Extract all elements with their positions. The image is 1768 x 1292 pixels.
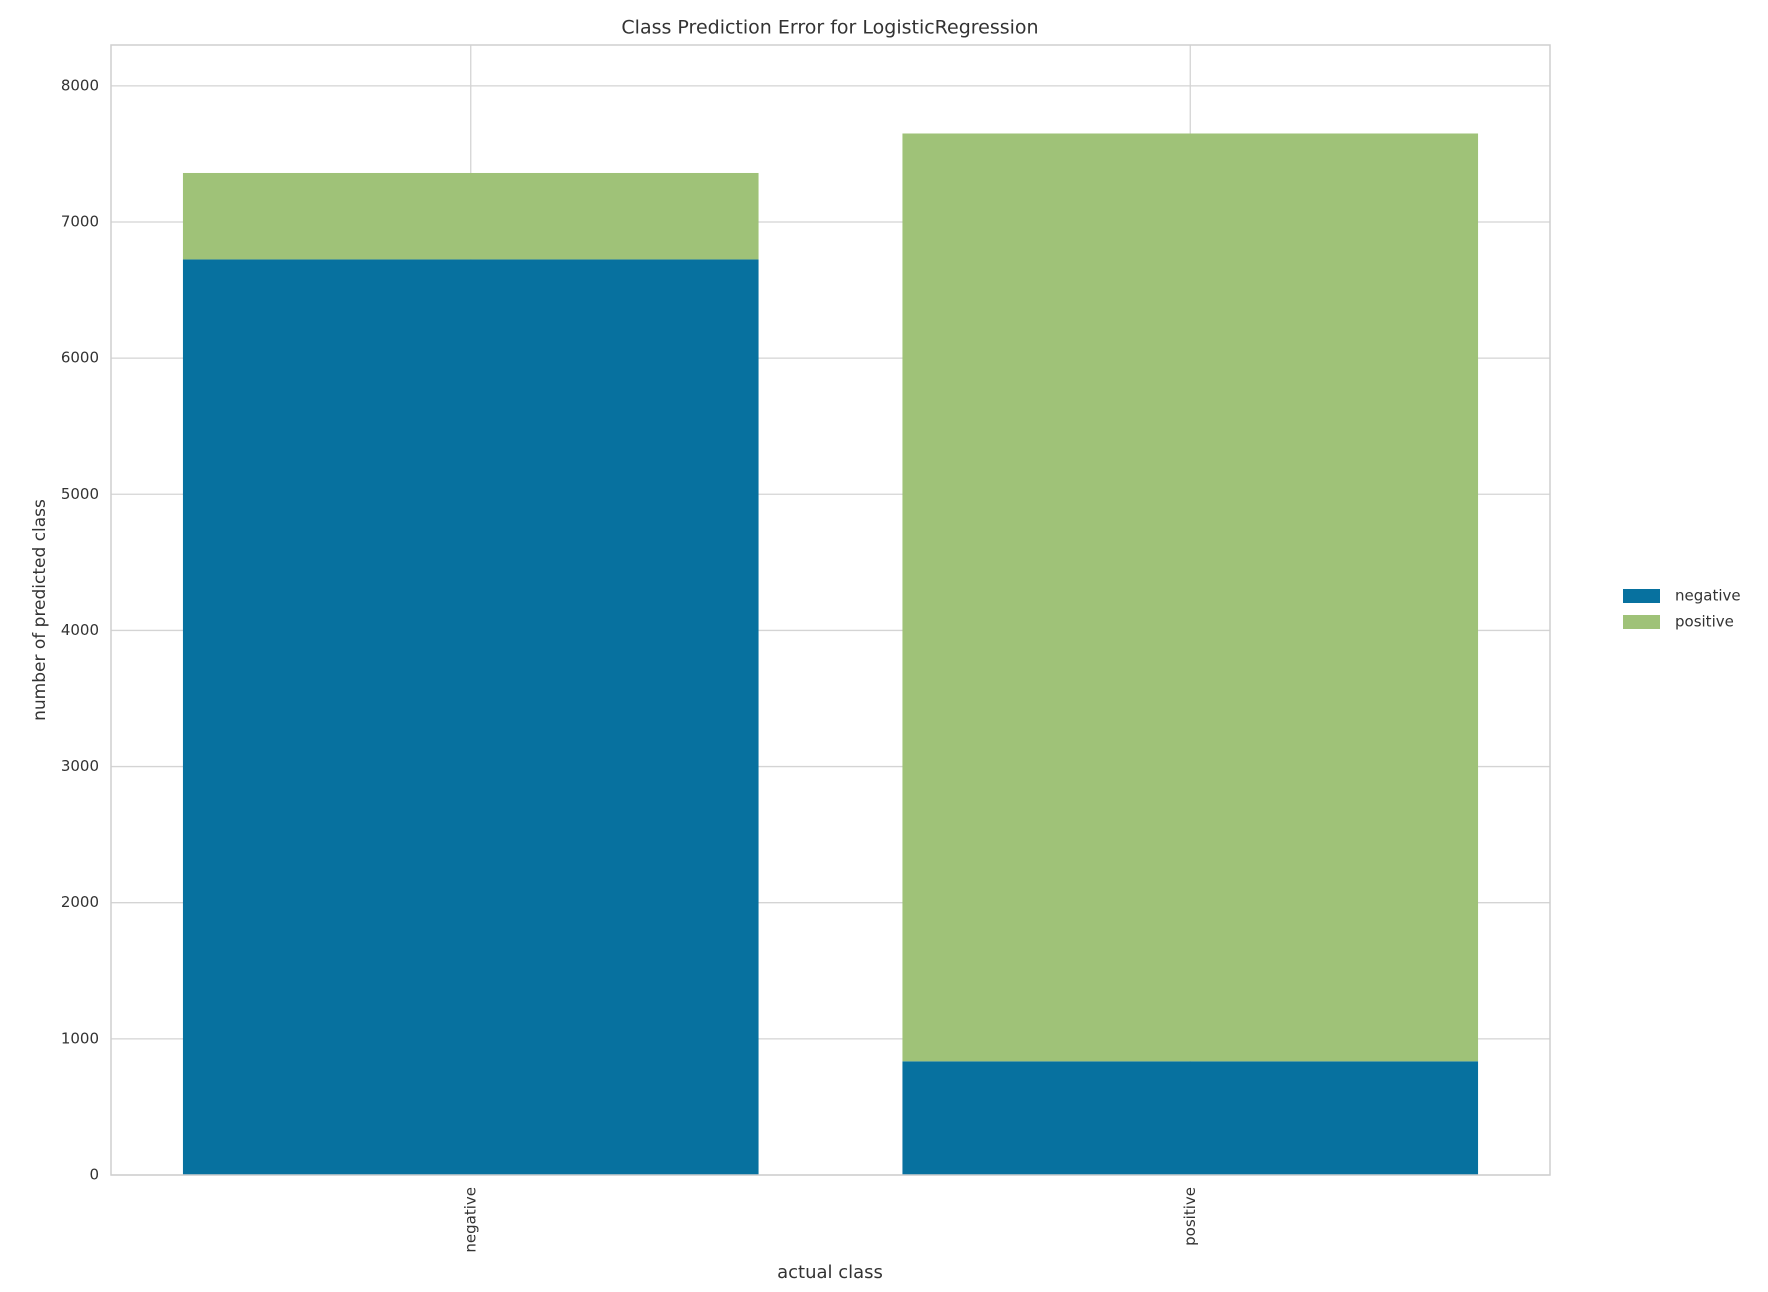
- y-tick-label: 8000: [61, 76, 99, 94]
- bar-segment: [182, 259, 759, 1175]
- y-tick-label: 4000: [61, 621, 99, 639]
- y-tick-label: 5000: [61, 485, 99, 503]
- legend-swatch: [1623, 615, 1660, 629]
- y-tick-label: 1000: [61, 1029, 99, 1047]
- y-axis-label: number of predicted class: [30, 499, 50, 721]
- bar-segment: [902, 133, 1479, 1062]
- chart-title: Class Prediction Error for LogisticRegre…: [621, 17, 1038, 39]
- y-tick-label: 3000: [61, 757, 99, 775]
- bar-segment: [182, 172, 759, 260]
- x-axis-label: actual class: [777, 1262, 883, 1283]
- plot-frame: [110, 44, 1551, 1176]
- y-tick-label: 6000: [61, 349, 99, 367]
- y-tick-label: 7000: [61, 212, 99, 230]
- y-tick-label: 0: [89, 1166, 99, 1184]
- x-tick-label: negative: [461, 1187, 479, 1253]
- x-tick-label: positive: [1181, 1187, 1199, 1246]
- y-tick-label: 2000: [61, 893, 99, 911]
- legend-label: positive: [1675, 613, 1734, 631]
- bar-segment: [902, 1061, 1479, 1175]
- legend-label: negative: [1675, 587, 1741, 605]
- legend-swatch: [1623, 589, 1660, 603]
